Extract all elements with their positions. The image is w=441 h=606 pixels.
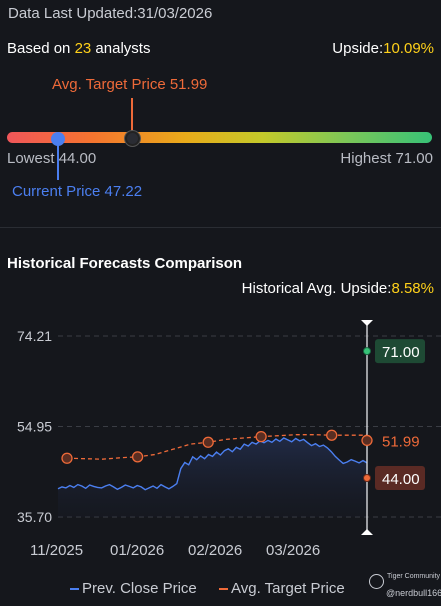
target-marker (125, 131, 140, 146)
upside-value: 10.09% (383, 40, 434, 57)
avg-target-point (131, 451, 144, 463)
brand-name: Tiger Community (387, 573, 441, 580)
cursor-bottom-arrow (361, 529, 373, 535)
historical-title: Historical Forecasts Comparison (7, 255, 243, 272)
last-updated-date: 31/03/2026 (137, 5, 213, 22)
tooltip-high-point (363, 347, 371, 356)
legend-avg-swatch (219, 588, 228, 591)
tooltip-high-value-bg (375, 339, 425, 364)
historical-upside-value: 8.58% (391, 280, 434, 297)
avg-target-point (202, 436, 214, 448)
cursor-top-arrow (361, 320, 373, 326)
analyst-count-text: Based on 23 analysts (7, 40, 150, 57)
prev-close-area (58, 438, 367, 517)
lowest-price-label: Lowest 44.00 (7, 150, 97, 167)
x-tick-label: 01/2026 (110, 542, 164, 559)
legend-avg-label: Avg. Target Price (231, 580, 345, 597)
tooltip-low-value-bg (375, 465, 425, 490)
avg-target-point (326, 429, 338, 441)
historical-upside: Historical Avg. Upside:8.58% (242, 280, 434, 297)
upside-label: Upside: (332, 40, 384, 57)
highest-price-label: Highest 71.00 (340, 150, 433, 167)
tooltip-target-value: 51.99 (382, 433, 420, 450)
x-tick-label: 11/2025 (30, 542, 83, 559)
last-updated-label: Data Last Updated: (8, 5, 138, 22)
current-price-marker (51, 132, 65, 146)
current-stem (57, 144, 59, 180)
y-tick-label: 74.21 (17, 328, 52, 344)
analyst-count: 23 (74, 40, 92, 57)
x-tick-label: 02/2026 (188, 542, 242, 559)
legend-avg-target[interactable]: Avg. Target Price (219, 580, 345, 597)
tooltip-target-point (361, 434, 373, 447)
avg-target-price-label: Avg. Target Price 51.99 (52, 76, 208, 93)
avg-target-line (66, 434, 367, 460)
x-tick-label: 03/2026 (266, 542, 320, 559)
tooltip-low-point (363, 473, 371, 482)
upside: Upside:10.09% (332, 40, 434, 57)
historical-forecast-chart[interactable]: 74.21 54.95 35.70 11/2025 01/2026 02/2026 03/2… (0, 305, 441, 575)
legend-prev-label: Prev. Close Price (82, 580, 197, 597)
y-tick-label: 35.70 (17, 509, 52, 525)
based-on-suffix: analysts (91, 40, 151, 57)
price-range-bar (7, 132, 432, 143)
legend-prev-close[interactable]: Prev. Close Price (70, 580, 197, 597)
based-on-prefix: Based on (7, 40, 75, 57)
brand-handle: @nerdbull1669 (386, 588, 441, 598)
avg-target-point (255, 430, 267, 443)
target-stem (131, 98, 133, 132)
current-price-label: Current Price 47.22 (12, 183, 143, 200)
tooltip-low-value: 44.00 (382, 471, 420, 488)
avg-target-point (61, 452, 73, 464)
last-updated: Data Last Updated:31/03/2026 (8, 5, 212, 22)
y-tick-label: 54.95 (17, 419, 52, 435)
tooltip-high-value: 71.00 (382, 344, 420, 361)
historical-upside-label: Historical Avg. Upside: (241, 280, 392, 297)
tiger-logo-icon (369, 574, 384, 589)
legend-prev-swatch (70, 588, 79, 591)
prev-close-line (57, 437, 368, 491)
section-divider (0, 227, 441, 228)
